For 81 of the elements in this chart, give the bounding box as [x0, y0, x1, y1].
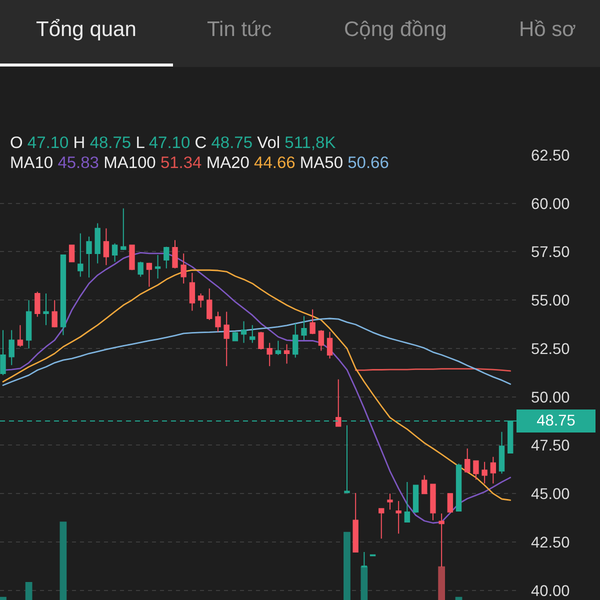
candlestick: [52, 300, 58, 328]
candlestick: [378, 508, 384, 540]
candlestick: [266, 342, 272, 367]
candlestick: [482, 461, 488, 484]
candlestick: [250, 324, 256, 344]
text: Cộng đồng: [344, 18, 447, 41]
candlestick: [326, 331, 333, 360]
bar: [344, 532, 350, 600]
candlestick: [412, 484, 419, 514]
ref-line-label: 48.75: [536, 412, 576, 430]
candlestick: [138, 261, 144, 278]
y-tick-label: 40.00: [531, 582, 570, 600]
candlestick: [275, 340, 282, 356]
candlestick: [180, 252, 186, 284]
candlestick: [154, 254, 161, 279]
candlestick: [86, 236, 92, 278]
candlestick: [352, 492, 358, 553]
candlestick: [146, 262, 152, 288]
candlestick: [498, 431, 505, 474]
bar: [0, 596, 6, 600]
candlestick: [17, 324, 24, 348]
candlestick: [43, 293, 49, 326]
candlestick: [292, 323, 298, 358]
candlestick: [490, 456, 496, 484]
y-tick-label: 62.50: [531, 147, 570, 164]
candlestick: [189, 272, 196, 312]
candlestick: [198, 293, 204, 308]
y-tick-label: 60.00: [531, 196, 570, 213]
candlestick: [464, 448, 470, 474]
candlestick: [215, 311, 221, 332]
text: Tin tức: [207, 18, 272, 41]
candlestick: [34, 291, 40, 318]
candlestick: [164, 246, 170, 269]
candlestick: [447, 493, 454, 514]
y-tick-label: 50.00: [531, 389, 570, 406]
candlestick: [284, 344, 290, 364]
candlestick: [232, 331, 238, 342]
bar: [438, 566, 446, 600]
candlestick: [258, 331, 264, 350]
candlestick: [456, 463, 462, 512]
candlestick: [0, 330, 6, 376]
text: Hồ sơ: [519, 18, 576, 41]
candlestick: [112, 242, 118, 262]
candlestick: [60, 254, 66, 336]
candlestick: [473, 460, 479, 480]
y-tick-label: 45.00: [531, 486, 570, 504]
candlestick: [387, 493, 393, 510]
candlestick: [78, 232, 84, 278]
candlestick: [396, 500, 402, 534]
candlestick: [422, 474, 428, 495]
bar: [455, 596, 462, 600]
candlestick: [310, 308, 316, 335]
candlestick: [404, 481, 410, 523]
y-tick-label: 52.50: [531, 340, 570, 358]
candlestick: [301, 316, 307, 341]
candlestick: [68, 244, 75, 262]
bar: [60, 522, 67, 600]
candlestick: [206, 288, 212, 321]
candlestick: [318, 330, 324, 352]
candlestick: [430, 484, 436, 521]
candlestick: [103, 228, 110, 266]
line-series: [2, 318, 512, 386]
bar: [360, 566, 368, 600]
candlestick: [240, 320, 247, 344]
candlestick: [129, 244, 135, 271]
candlestick: [120, 208, 126, 250]
y-tick-label: 57.50: [531, 244, 570, 262]
bar: [25, 582, 32, 600]
candlestick: [336, 378, 342, 427]
annotation: MA10 45.83 MA100 51.34 MA20 44.66 MA50 50.66: [10, 154, 389, 172]
candlestick: [224, 311, 230, 367]
y-tick-label: 42.50: [531, 534, 570, 552]
candlestick: [26, 300, 32, 349]
candlestick: [8, 330, 14, 366]
text: O 47.10 H 48.75 L 47.10 C 48.75 Vol 511,8K: [10, 134, 336, 152]
y-tick-label: 47.50: [531, 438, 570, 455]
text: Tổng quan: [36, 18, 136, 41]
candlestick: [172, 240, 178, 269]
candlestick: [344, 424, 350, 494]
y-tick-label: 55.00: [531, 292, 570, 310]
candlestick: [94, 222, 100, 264]
